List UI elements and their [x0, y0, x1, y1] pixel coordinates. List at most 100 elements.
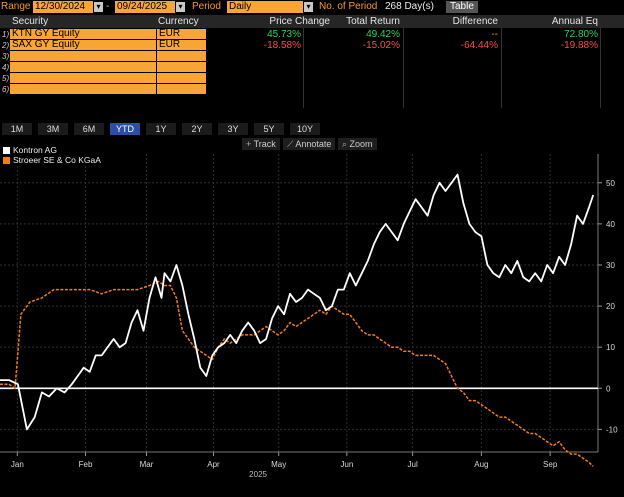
column-divider [403, 28, 404, 108]
annotate-icon: ⟋ [287, 139, 296, 149]
periods-label: No. of Period [319, 1, 378, 12]
column-divider [600, 28, 601, 108]
row-number: 2) [2, 41, 10, 50]
x-tick-label: Sep [543, 460, 558, 469]
table-row[interactable]: 6) [0, 84, 624, 95]
col-annual-eq: Annual Eq [551, 16, 598, 27]
col-price-change: Price Change [269, 16, 330, 27]
y-tick-label: 50 [606, 179, 615, 188]
x-tick-label: Jun [340, 460, 353, 469]
y-tick-label: 30 [606, 261, 615, 270]
total-return-value: -15.02% [362, 40, 400, 51]
annual-eq-value: 72.80% [564, 29, 598, 40]
currency-cell[interactable] [157, 51, 206, 61]
row-number: 4) [2, 63, 10, 72]
y-tick-label: 20 [606, 302, 615, 311]
tab-1y[interactable]: 1Y [146, 123, 176, 135]
security-cell[interactable] [10, 84, 156, 94]
row-number: 6) [2, 85, 10, 94]
zoom-icon: ⌕ [342, 139, 350, 149]
security-cell[interactable] [10, 51, 156, 61]
currency-cell[interactable]: EUR [157, 29, 206, 39]
col-security: Security [12, 16, 49, 27]
currency-cell[interactable] [157, 62, 206, 72]
column-divider [303, 28, 304, 108]
track-label: Track [253, 139, 276, 149]
col-total-return: Total Return [346, 16, 400, 27]
tab-3m[interactable]: 3M [38, 123, 68, 135]
price-chart[interactable]: -10 0 10 20 30 40 50 Jan Feb Mar Apr May Jun Jul Aug Se… [0, 150, 624, 496]
x-axis-label: 2025 [249, 470, 267, 479]
legend-swatch-kontron [3, 147, 10, 154]
security-cell[interactable]: KTN GY Equity [10, 29, 156, 39]
currency-cell[interactable]: EUR [157, 40, 206, 50]
track-icon: + [246, 139, 254, 149]
column-divider [501, 28, 502, 108]
y-tick-label: 40 [606, 220, 615, 229]
tab-6m[interactable]: 6M [74, 123, 104, 135]
tab-10y[interactable]: 10Y [290, 123, 320, 135]
security-cell[interactable]: SAX GY Equity [10, 40, 156, 50]
chart-legend: Kontron AG Stroeer SE & Co KGaA [3, 145, 101, 165]
y-tick-label: 0 [606, 384, 611, 393]
period-label: Period [192, 1, 221, 12]
y-tick-label: -10 [606, 425, 618, 434]
price-change-value: 45.73% [267, 29, 301, 40]
currency-cell[interactable] [157, 84, 206, 94]
range-label: Range [1, 1, 31, 12]
table-row[interactable]: 5) [0, 73, 624, 84]
col-currency: Currency [158, 16, 199, 27]
stroeer-line[interactable] [0, 280, 594, 467]
x-tick-label: Jul [408, 460, 418, 469]
difference-value: -64.44% [460, 40, 498, 51]
legend-item-kontron[interactable]: Kontron AG [3, 145, 101, 155]
kontron-line[interactable] [0, 173, 595, 431]
table-row[interactable]: 3) [0, 51, 624, 62]
row-number: 1) [2, 30, 10, 39]
difference-value: -- [491, 29, 498, 40]
range-dash: - [106, 1, 110, 12]
tab-3y[interactable]: 3Y [218, 123, 248, 135]
zoom-button[interactable]: ⌕ Zoom [338, 138, 377, 150]
legend-label: Stroeer SE & Co KGaA [13, 155, 101, 165]
table-row[interactable]: 1) KTN GY Equity EUR 45.73% 49.42% -- 72… [0, 29, 624, 40]
x-tick-label: May [271, 460, 286, 469]
tab-2y[interactable]: 2Y [182, 123, 212, 135]
x-tick-label: Aug [474, 460, 488, 469]
tab-5y[interactable]: 5Y [254, 123, 284, 135]
table-row[interactable]: 2) SAX GY Equity EUR -18.58% -15.02% -64… [0, 40, 624, 51]
calendar-icon[interactable]: ▾ [94, 2, 103, 12]
security-cell[interactable] [10, 73, 156, 83]
legend-label: Kontron AG [13, 145, 57, 155]
annotate-button[interactable]: ⟋ Annotate [283, 138, 336, 150]
chevron-down-icon[interactable]: ▾ [304, 2, 313, 12]
start-date-field[interactable]: 12/30/2024 [33, 1, 93, 13]
header-bar: Range 12/30/2024 ▾ - 09/24/2025 ▾ Period… [0, 0, 624, 15]
legend-item-stroeer[interactable]: Stroeer SE & Co KGaA [3, 155, 101, 165]
row-number: 3) [2, 52, 10, 61]
calendar-icon[interactable]: ▾ [176, 2, 185, 12]
annotate-label: Annotate [295, 139, 332, 149]
annual-eq-value: -19.88% [560, 40, 598, 51]
x-tick-label: Mar [140, 460, 154, 469]
x-tick-label: Feb [79, 460, 93, 469]
periods-value: 268 Day(s) [385, 1, 434, 12]
row-number: 5) [2, 74, 10, 83]
tab-ytd[interactable]: YTD [110, 123, 140, 135]
period-tabs: 1M 3M 6M YTD 1Y 2Y 3Y 5Y 10Y [0, 123, 624, 135]
currency-cell[interactable] [157, 73, 206, 83]
table-row[interactable]: 4) [0, 62, 624, 73]
x-tick-label: Apr [207, 460, 220, 469]
col-difference: Difference [452, 16, 498, 27]
end-date-field[interactable]: 09/24/2025 [115, 1, 175, 13]
period-select[interactable]: Daily [227, 1, 303, 13]
y-tick-label: 10 [606, 343, 615, 352]
table-button[interactable]: Table [446, 1, 478, 13]
x-tick-label: Jan [11, 460, 24, 469]
security-cell[interactable] [10, 62, 156, 72]
table-header: Security Currency Price Change Total Ret… [0, 15, 624, 28]
tab-1m[interactable]: 1M [2, 123, 32, 135]
track-button[interactable]: + Track [242, 138, 280, 150]
zoom-label: Zoom [349, 139, 373, 149]
legend-swatch-stroeer [3, 157, 10, 164]
